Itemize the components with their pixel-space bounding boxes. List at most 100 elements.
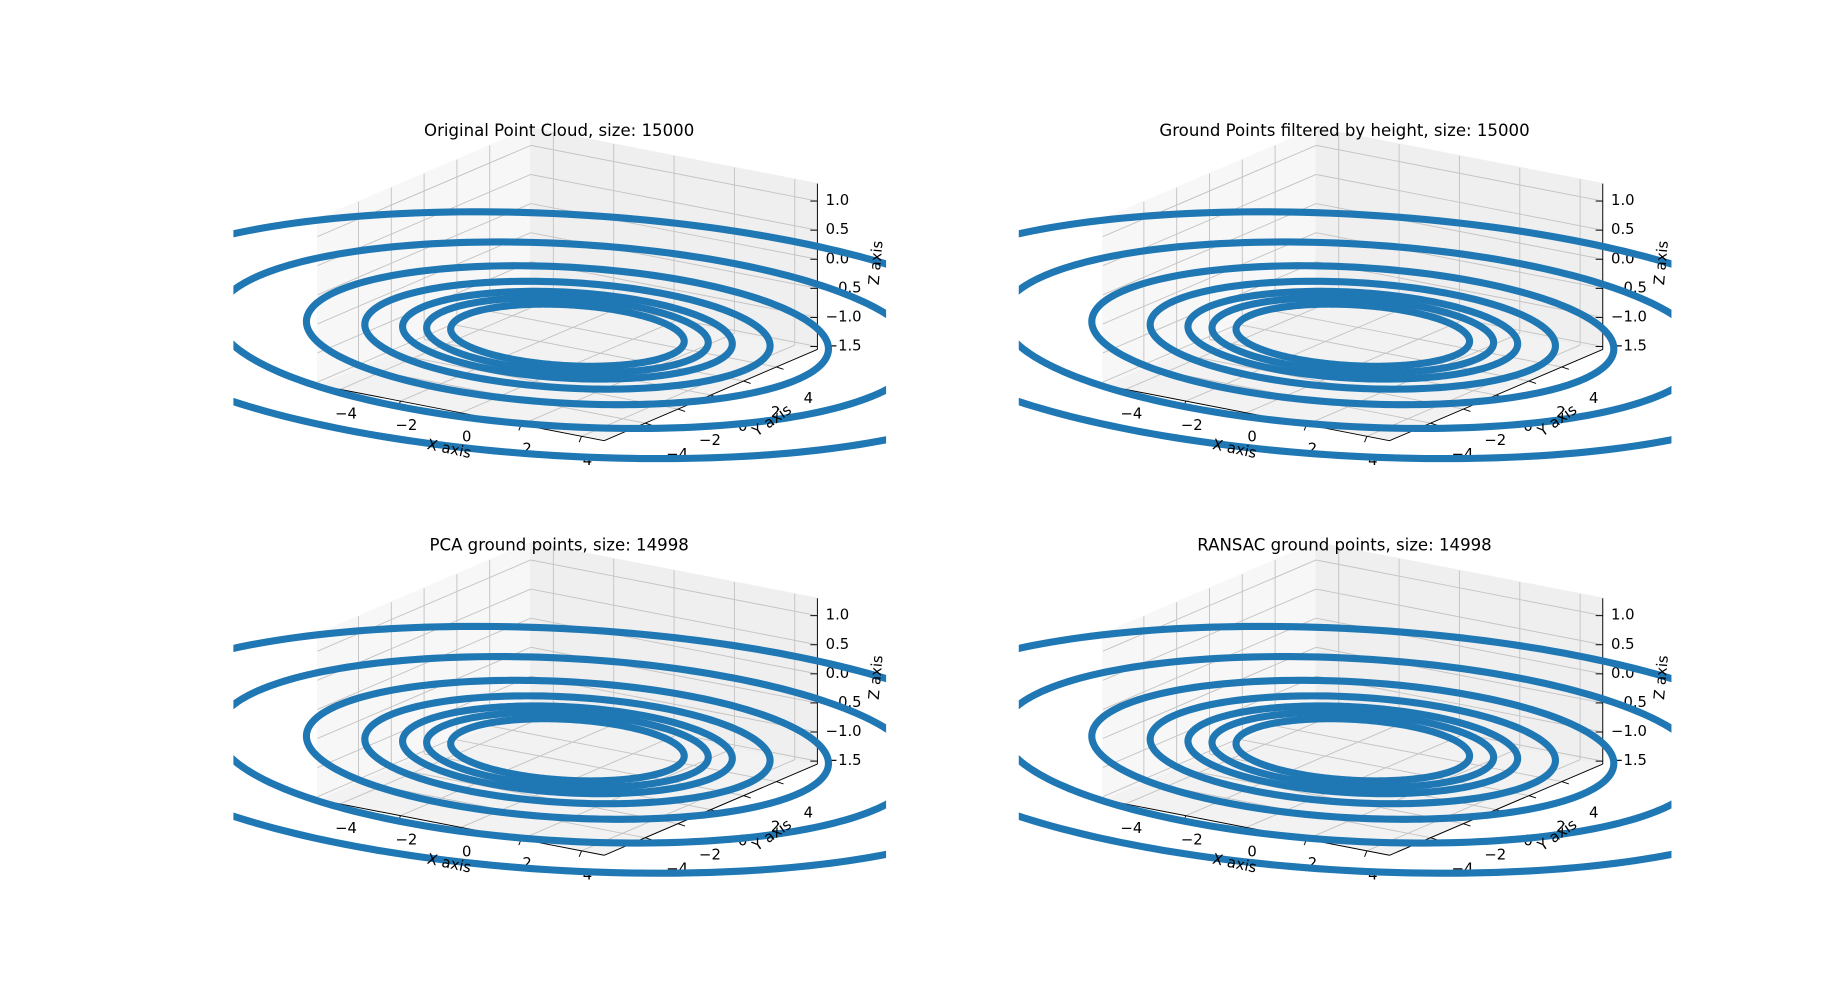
- x-axis-line: [1102, 384, 1390, 442]
- chart-title: RANSAC ground points, size: 14998: [1197, 536, 1491, 555]
- grid-line: [1102, 617, 1317, 710]
- grid-line: [530, 174, 818, 231]
- grid-line: [530, 559, 818, 617]
- ring: [1018, 653, 1672, 847]
- ring: [1146, 277, 1559, 393]
- z-axis-label: Z axis: [1651, 655, 1672, 701]
- grid-line: [317, 144, 531, 238]
- grid-line: [1102, 559, 1317, 652]
- x-tick-label: −2: [396, 832, 418, 849]
- z-tick-label: −1.5: [826, 338, 862, 355]
- tick-mark: [578, 436, 582, 443]
- x-tick-label: 0: [1247, 429, 1256, 446]
- ring: [399, 702, 736, 798]
- z-tick-label: 0.5: [826, 221, 850, 238]
- z-axis-label: Z axis: [1651, 240, 1672, 286]
- ring: [1088, 676, 1618, 823]
- y-tick-label: 2: [1556, 819, 1565, 836]
- z-tick-label: −1.0: [826, 308, 862, 325]
- z-tick-label: −1.0: [1611, 723, 1647, 740]
- ring: [423, 294, 712, 377]
- ring: [233, 622, 887, 877]
- tick-mark: [776, 366, 784, 370]
- y-tick-label: −2: [699, 432, 721, 449]
- x-tick-label: 2: [1308, 855, 1317, 872]
- grid-line: [1102, 203, 1317, 296]
- point-cloud: [1018, 622, 1672, 877]
- grid-line: [1315, 588, 1603, 646]
- tick-mark: [743, 795, 751, 799]
- z-tick-label: −1.5: [1611, 752, 1647, 769]
- x-tick-label: 0: [1247, 843, 1256, 860]
- ring: [399, 287, 736, 383]
- z-axis-label: Z axis: [866, 655, 887, 701]
- x-axis-line: [317, 384, 605, 442]
- grid-line: [317, 203, 531, 296]
- ring: [1018, 622, 1672, 877]
- ring: [361, 692, 774, 808]
- ring: [302, 262, 833, 409]
- tick-mark: [1561, 366, 1570, 370]
- ring: [361, 277, 774, 393]
- z-tick-label: 1.0: [826, 192, 850, 209]
- grid-line: [530, 588, 818, 646]
- grid-line: [1315, 174, 1603, 231]
- z-tick-label: −1.0: [1611, 308, 1647, 325]
- y-tick-label: −2: [1484, 432, 1506, 449]
- tick-mark: [743, 380, 751, 384]
- z-tick-label: 0.5: [826, 636, 850, 653]
- x-tick-label: 2: [522, 855, 531, 872]
- ring: [447, 300, 688, 370]
- ring: [1232, 300, 1474, 370]
- chart-title: Original Point Cloud, size: 15000: [424, 121, 694, 140]
- grid-line: [1102, 646, 1317, 739]
- x-tick-label: 0: [462, 429, 471, 446]
- x-tick-label: −4: [335, 405, 357, 422]
- point-cloud: [233, 622, 887, 877]
- tick-mark: [1561, 781, 1570, 785]
- tick-mark: [1364, 850, 1368, 857]
- ring: [233, 208, 887, 463]
- tick-mark: [578, 850, 582, 857]
- z-tick-label: 0.5: [1611, 221, 1635, 238]
- ring: [1088, 262, 1618, 409]
- tick-mark: [1463, 823, 1471, 827]
- ring: [1208, 294, 1498, 377]
- x-axis-line: [1102, 799, 1390, 856]
- ring: [1184, 287, 1522, 383]
- z-tick-label: −1.0: [826, 723, 862, 740]
- x-tick-label: 2: [1308, 440, 1317, 457]
- ring: [233, 653, 887, 847]
- ring: [1232, 715, 1474, 785]
- tick-mark: [1463, 408, 1471, 412]
- grid-line: [391, 352, 679, 410]
- ring: [423, 708, 712, 791]
- tick-mark: [1528, 380, 1537, 384]
- z-axis-label: Z axis: [866, 240, 887, 286]
- ring: [1184, 702, 1522, 798]
- z-tick-label: 1.0: [826, 607, 850, 624]
- x-tick-label: −4: [335, 820, 357, 837]
- x-tick-label: −2: [1181, 417, 1203, 434]
- y-tick-label: 2: [771, 404, 780, 421]
- ring: [1208, 708, 1498, 791]
- tick-mark: [1528, 795, 1537, 799]
- ring: [1018, 208, 1672, 463]
- grid-line: [1102, 144, 1317, 238]
- grid-line: [1176, 767, 1464, 825]
- y-tick-label: 2: [1556, 404, 1565, 421]
- x-tick-label: −4: [1121, 820, 1143, 837]
- x-tick-label: 0: [462, 843, 471, 860]
- grid-line: [317, 646, 531, 739]
- z-tick-label: 1.0: [1611, 192, 1635, 209]
- z-tick-label: 0.5: [1611, 636, 1635, 653]
- ring: [1146, 692, 1559, 808]
- grid-line: [530, 144, 818, 202]
- y-tick-label: −2: [1484, 847, 1506, 864]
